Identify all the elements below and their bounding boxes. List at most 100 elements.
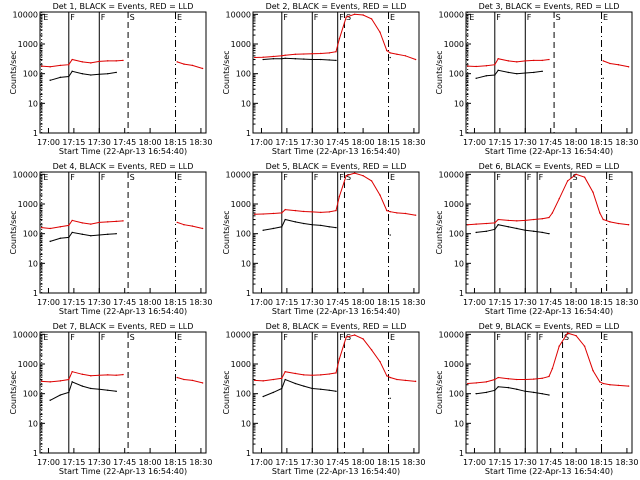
events-point [262,229,264,231]
y-tick-label: 10000 [226,330,251,339]
lld-point [328,373,330,375]
x-tick-label: 18:30 [615,138,638,147]
lld-point [379,31,381,33]
lld-series-line [41,58,203,69]
x-tick-label: 17:15 [488,138,511,147]
lld-point [541,217,543,220]
lld-point [627,385,630,387]
y-tick-label: 1 [246,449,251,458]
marker-label: F [496,13,501,22]
lld-point [98,221,100,224]
lld-point [524,60,526,62]
lld-point [475,382,477,384]
lld-point [516,220,518,222]
y-tick-label: 100 [449,230,464,239]
events-point [389,397,391,399]
lld-point [183,224,185,226]
lld-point [558,345,560,347]
x-tick-label: 18:15 [164,138,187,147]
lld-point [284,54,286,56]
lld-point [311,53,313,55]
y-axis-label: Counts/sec [435,50,444,94]
y-tick-label: 1000 [18,40,38,49]
detector-panel: Det 8, BLACK = Events, RED = LLD 1 10 100 10… [222,322,425,476]
y-axis-label: Counts/sec [222,370,231,414]
detector-panel: Det 9, BLACK = Events, RED = LLD 1 10 100 10… [435,322,638,476]
events-point [516,388,518,391]
lld-point [507,377,510,380]
marker-label: F [339,333,344,342]
lld-point [602,218,604,221]
lld-point [294,372,297,375]
lld-point [386,209,388,212]
events-point [272,57,275,60]
events-point [176,81,178,84]
x-tick-label: 17:00 [37,138,60,147]
lld-point [253,56,256,59]
marker-label: F [283,173,288,182]
x-tick-label: 17:15 [62,458,85,467]
lld-point [59,380,62,382]
lld-point [379,360,381,363]
events-point [281,226,283,228]
events-point [115,232,117,235]
events-point [281,57,283,60]
y-tick-label: 10000 [439,10,464,19]
lld-point [475,223,477,225]
marker-label: E [177,13,182,22]
events-point [294,382,297,385]
detector-panel: Det 7, BLACK = Events, RED = LLD 1 10 100 10… [9,322,212,476]
events-point [475,77,477,79]
x-tick-label: 17:45 [539,458,562,467]
y-axis-label: Counts/sec [9,50,18,94]
marker-label: F [314,173,319,182]
lld-point [311,211,313,213]
lld-point [201,227,204,230]
y-tick-label: 1000 [231,360,251,369]
lld-point [90,223,92,225]
lld-point [303,210,305,213]
x-tick-label: 17:30 [88,458,111,467]
x-tick-label: 17:45 [326,138,349,147]
panel-title: Det 5, BLACK = Events, RED = LLD [266,162,407,171]
lld-point [592,191,594,193]
lld-point [566,332,569,334]
events-point [311,58,313,61]
y-tick-label: 10000 [13,330,38,339]
x-axis-label: Start Time (22-Apr-13 16:54:40) [59,307,187,316]
lld-point [311,374,313,376]
panel-title: Det 1, BLACK = Events, RED = LLD [53,2,194,11]
x-tick-label: 17:30 [514,298,537,307]
events-point [516,72,518,75]
marker-label: E [43,333,48,342]
events-point [311,224,313,226]
lld-point [122,220,124,222]
x-tick-label: 17:45 [113,458,136,467]
lld-point [414,214,417,216]
y-tick-label: 1000 [18,200,38,209]
events-point [71,70,73,73]
panel-title: Det 8, BLACK = Events, RED = LLD [266,322,407,331]
x-tick-label: 18:15 [164,458,187,467]
events-point [507,226,510,228]
events-point [81,72,84,75]
marker-label: E [177,333,182,342]
events-point [541,392,543,395]
lld-point [414,58,417,61]
y-tick-label: 100 [23,70,38,79]
lld-point [414,380,417,383]
lld-point [617,222,620,225]
events-point [68,391,70,394]
events-point [524,72,526,74]
y-tick-label: 100 [23,230,38,239]
marker-label: E [603,333,608,342]
x-tick-label: 17:00 [37,298,60,307]
events-point [516,227,518,230]
events-point [272,391,275,394]
lld-point [396,53,398,55]
events-point [71,381,73,383]
detector-panel: Det 3, BLACK = Events, RED = LLD 1 10 100 10… [435,2,638,156]
y-tick-label: 1000 [444,40,464,49]
lld-point [176,61,178,63]
lld-point [592,369,594,372]
